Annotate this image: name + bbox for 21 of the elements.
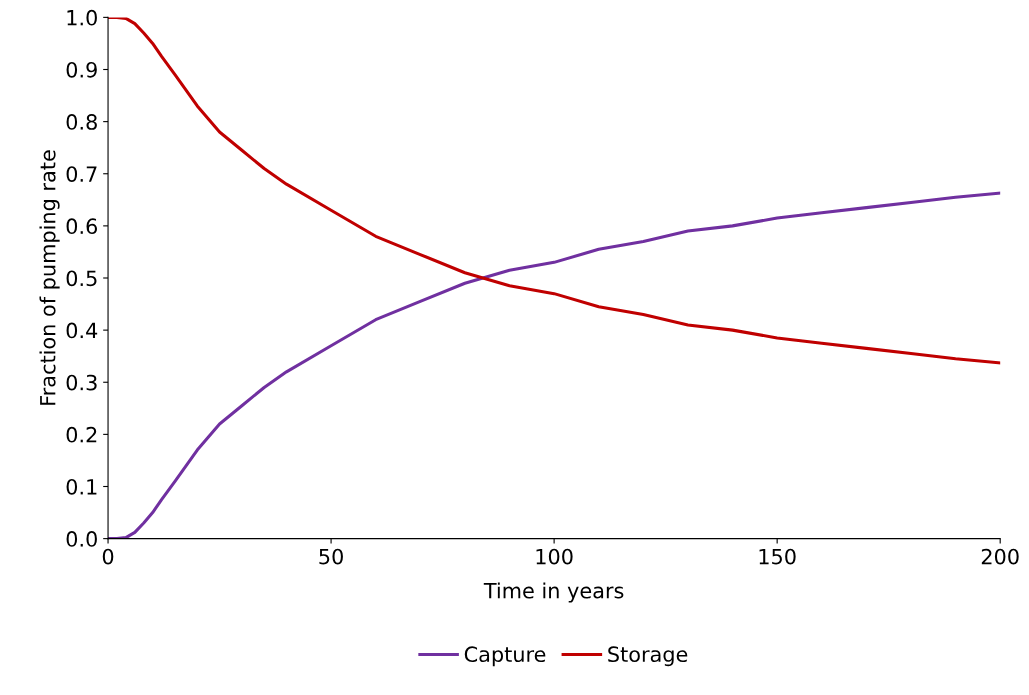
x-axis-title: Time in years: [483, 582, 624, 603]
y-tick-label: 0.2: [66, 426, 97, 443]
y-tick-label: 0.7: [66, 166, 97, 182]
y-tick-label: 1.0: [67, 9, 97, 26]
legend-label: Capture: [464, 646, 546, 667]
y-axis-title: Fraction of pumping rate: [39, 150, 60, 405]
y-tick-label: 0.5: [66, 270, 97, 287]
y-tick-label: 0.1: [66, 478, 97, 495]
y-tick-label: 0.9: [66, 61, 97, 78]
y-tick-label: 0.8: [66, 114, 97, 130]
x-tick-label: 50: [319, 548, 343, 565]
x-tick-label: 150: [759, 548, 796, 565]
x-tick-label: 0: [102, 548, 114, 565]
legend-label: Storage: [608, 646, 688, 667]
y-tick-label: 0.6: [66, 218, 98, 235]
x-tick-label: 200: [981, 548, 1019, 565]
y-tick-label: 0.4: [66, 322, 98, 339]
line-series: [108, 17, 1001, 365]
y-tick-label: 0.3: [66, 374, 97, 391]
y-tick-label: 0.0: [66, 531, 97, 547]
x-tick-label: 100: [536, 548, 573, 565]
